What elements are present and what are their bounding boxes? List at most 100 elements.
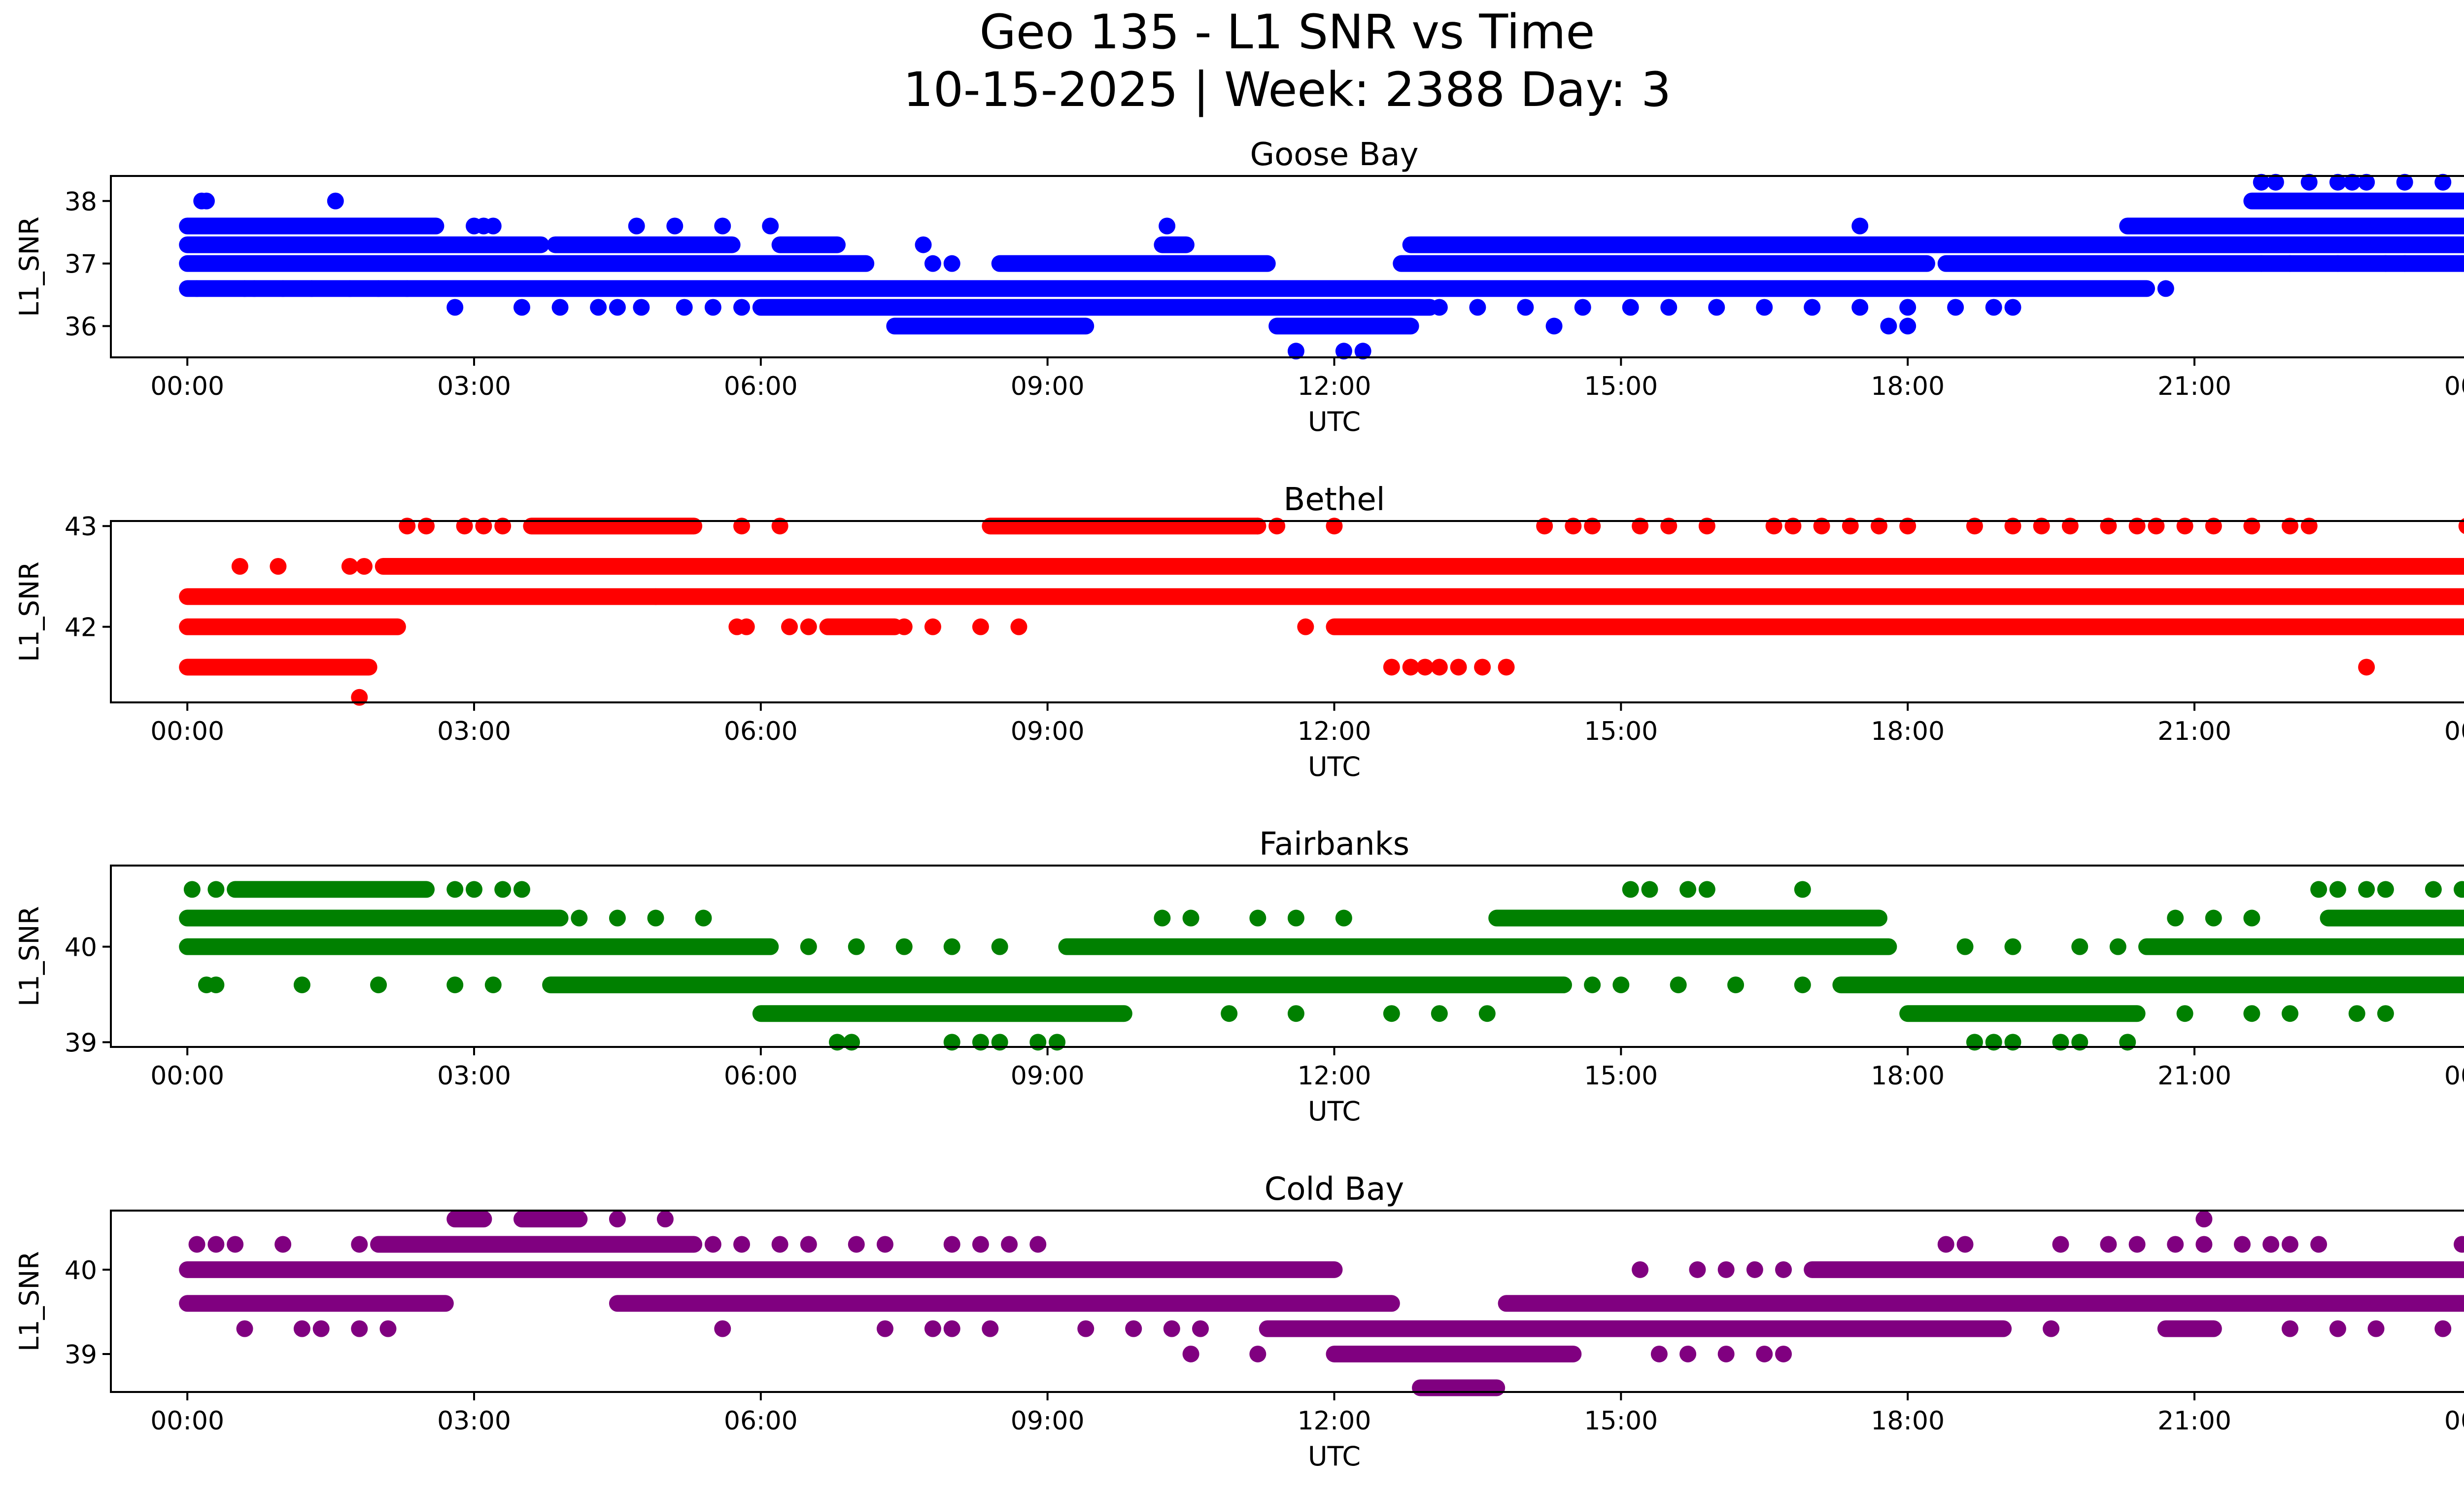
data-point — [2004, 938, 2021, 955]
x-tick-label: 21:00 — [2157, 717, 2231, 746]
data-point — [1727, 976, 1745, 994]
y-tick-label: 40 — [65, 1256, 97, 1286]
data-point — [351, 1236, 368, 1253]
data-point — [183, 881, 201, 898]
data-point — [1650, 1345, 1668, 1362]
data-point — [2434, 174, 2452, 191]
data-point — [1698, 881, 1715, 898]
data-point — [2454, 255, 2464, 272]
data-point — [2167, 1236, 2184, 1253]
data-point — [666, 217, 684, 235]
data-point — [2458, 518, 2464, 534]
data-point — [2128, 1236, 2146, 1253]
x-tick-label: 00:00 — [2444, 1061, 2464, 1091]
data-point — [1431, 1005, 1448, 1022]
data-point — [656, 1211, 674, 1228]
data-point — [2329, 1320, 2346, 1337]
data-point — [972, 618, 989, 635]
data-point — [676, 299, 693, 316]
data-point — [1574, 299, 1591, 316]
data-point — [1775, 1345, 1792, 1362]
y-axis-label: L1_SNR — [14, 1251, 45, 1352]
data-point — [2377, 881, 2394, 898]
data-point — [2396, 174, 2413, 191]
x-tick-label: 09:00 — [1011, 1061, 1085, 1091]
data-point — [2348, 1005, 2365, 1022]
y-tick-label: 37 — [65, 250, 97, 279]
data-point — [633, 299, 650, 316]
x-tick-label: 18:00 — [1871, 1406, 1945, 1436]
data-point — [2043, 1320, 2060, 1337]
data-point — [551, 299, 569, 316]
data-point — [915, 236, 932, 253]
data-point — [2434, 1320, 2452, 1337]
data-point — [2281, 255, 2298, 272]
data-point — [1899, 299, 1916, 316]
x-tick-label: 03:00 — [437, 1061, 511, 1091]
data-point — [609, 909, 626, 927]
data-point — [2396, 255, 2413, 272]
data-point — [207, 1236, 225, 1253]
data-point — [1221, 1005, 1238, 1022]
panel-cold-bay: Cold Bay 00:00 03:00 06:00 09:00 12:00 15:00 18… — [14, 1171, 2464, 1472]
data-point — [2205, 909, 2222, 927]
data-point — [704, 1236, 721, 1253]
x-tick-label: 06:00 — [724, 372, 798, 401]
data-point — [399, 280, 416, 297]
data-point — [1794, 881, 1811, 898]
data-point — [1182, 909, 1199, 927]
data-point — [1010, 618, 1027, 635]
data-point — [2367, 1320, 2385, 1337]
data-point — [1660, 299, 1677, 316]
x-tick-label: 15:00 — [1584, 372, 1658, 401]
data-point — [609, 299, 626, 316]
x-tick-label: 18:00 — [1871, 717, 1945, 746]
data-point — [2358, 659, 2375, 676]
data-point — [274, 1236, 292, 1253]
data-point — [1297, 618, 1314, 635]
data-point — [2195, 1211, 2213, 1228]
data-point — [2195, 1236, 2213, 1253]
data-point — [1450, 659, 1467, 676]
subplot-title: Cold Bay — [1265, 1171, 1404, 1208]
x-tick-label: 03:00 — [437, 717, 511, 746]
x-tick-label: 00:00 — [2444, 372, 2464, 401]
data-point — [1474, 659, 1491, 676]
data-point — [1804, 299, 1821, 316]
data-point — [1431, 299, 1448, 316]
data-point — [1154, 909, 1171, 927]
data-point — [733, 299, 751, 316]
data-point — [1985, 1034, 2002, 1051]
data-point — [236, 1320, 253, 1337]
y-tick-label: 42 — [65, 613, 97, 643]
data-point — [1125, 1320, 1142, 1337]
data-point — [1880, 317, 1897, 335]
data-point — [1182, 1345, 1199, 1362]
data-point — [227, 1236, 244, 1253]
data-point — [370, 280, 387, 297]
y-tick-label: 40 — [65, 933, 97, 963]
subplot-title: Goose Bay — [1250, 137, 1419, 173]
data-point — [1287, 1005, 1304, 1022]
y-tick-label: 43 — [65, 512, 97, 542]
data-point — [876, 1320, 893, 1337]
data-point — [188, 1236, 205, 1253]
subplot-title: Bethel — [1283, 482, 1385, 518]
data-point — [312, 1320, 330, 1337]
x-tick-label: 12:00 — [1298, 717, 1371, 746]
x-tick-label: 06:00 — [724, 717, 798, 746]
data-point — [943, 1320, 960, 1337]
data-point — [207, 881, 225, 898]
data-point — [2454, 881, 2464, 898]
data-point — [781, 618, 798, 635]
data-point — [1029, 1034, 1047, 1051]
data-point — [465, 881, 482, 898]
data-point — [2243, 1005, 2260, 1022]
data-point — [2329, 255, 2346, 272]
data-point — [895, 938, 913, 955]
data-point — [1431, 659, 1448, 676]
data-point — [628, 217, 645, 235]
data-point — [484, 217, 502, 235]
data-point — [1335, 343, 1352, 360]
data-point — [1163, 1320, 1180, 1337]
